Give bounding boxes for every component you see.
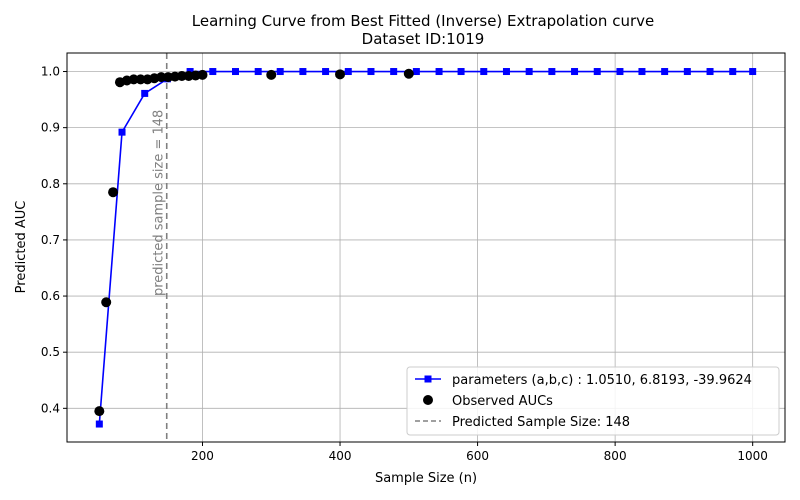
x-axis-label: Sample Size (n) <box>375 471 477 486</box>
y-tick-label: 1.0 <box>41 65 60 79</box>
fitted-curve-marker <box>548 68 555 75</box>
observed-auc-point <box>101 297 111 307</box>
fitted-curve-marker <box>638 68 645 75</box>
legend-square-marker <box>425 376 432 383</box>
fitted-curve-marker <box>255 68 262 75</box>
x-tick-label: 200 <box>191 449 214 463</box>
fitted-curve-marker <box>277 68 284 75</box>
predicted-sample-size-annotation: predicted sample size = 148 <box>152 110 167 296</box>
fitted-curve-marker <box>367 68 374 75</box>
fitted-curve-marker <box>345 68 352 75</box>
x-axis-ticks: 200 400 600 800 1000 <box>191 442 768 463</box>
fitted-curve-marker <box>141 90 148 97</box>
y-tick-label: 0.4 <box>41 401 60 415</box>
y-tick-label: 0.7 <box>41 233 60 247</box>
legend-label-observed: Observed AUCs <box>452 394 553 409</box>
x-tick-label: 600 <box>466 449 489 463</box>
y-tick-label: 0.8 <box>41 177 60 191</box>
fitted-curve-marker <box>299 68 306 75</box>
fitted-curve-marker <box>96 421 103 428</box>
legend-label-fitted: parameters (a,b,c) : 1.0510, 6.8193, -39… <box>452 373 752 388</box>
fitted-curve-marker <box>458 68 465 75</box>
x-tick-label: 1000 <box>737 449 768 463</box>
fitted-curve-marker <box>436 68 443 75</box>
observed-auc-point <box>335 69 345 79</box>
chart-title-line1: Learning Curve from Best Fitted (Inverse… <box>192 12 654 30</box>
observed-auc-point <box>404 69 414 79</box>
y-tick-label: 0.6 <box>41 289 60 303</box>
y-tick-label: 0.5 <box>41 345 60 359</box>
observed-auc-point <box>94 406 104 416</box>
legend: parameters (a,b,c) : 1.0510, 6.8193, -39… <box>407 367 779 435</box>
fitted-curve-marker <box>571 68 578 75</box>
fitted-curve-marker <box>684 68 691 75</box>
fitted-curve-marker <box>707 68 714 75</box>
x-tick-label: 800 <box>604 449 627 463</box>
y-axis-ticks: 0.4 0.5 0.6 0.7 0.8 0.9 1.0 <box>41 65 67 416</box>
legend-scatter-marker <box>423 395 433 405</box>
legend-label-predicted: Predicted Sample Size: 148 <box>452 415 630 430</box>
observed-auc-point <box>108 187 118 197</box>
fitted-curve-marker <box>526 68 533 75</box>
fitted-curve-marker <box>661 68 668 75</box>
fitted-curve-marker <box>749 68 756 75</box>
fitted-curve-marker <box>480 68 487 75</box>
fitted-curve-marker <box>390 68 397 75</box>
fitted-curve-marker <box>503 68 510 75</box>
fitted-curve-marker <box>119 129 126 136</box>
fitted-curve-marker <box>729 68 736 75</box>
fitted-curve-marker <box>413 68 420 75</box>
observed-auc-point <box>266 70 276 80</box>
y-axis-label: Predicted AUC <box>14 201 29 294</box>
fitted-curve-marker <box>322 68 329 75</box>
fitted-curve-marker <box>616 68 623 75</box>
observed-auc-point <box>197 70 207 80</box>
observed-auc-series <box>94 69 413 416</box>
fitted-curve-marker <box>209 68 216 75</box>
chart-title-line2: Dataset ID:1019 <box>362 30 485 48</box>
fitted-curve-marker <box>232 68 239 75</box>
x-tick-label: 400 <box>329 449 352 463</box>
y-tick-label: 0.9 <box>41 121 60 135</box>
fitted-curve-marker <box>594 68 601 75</box>
